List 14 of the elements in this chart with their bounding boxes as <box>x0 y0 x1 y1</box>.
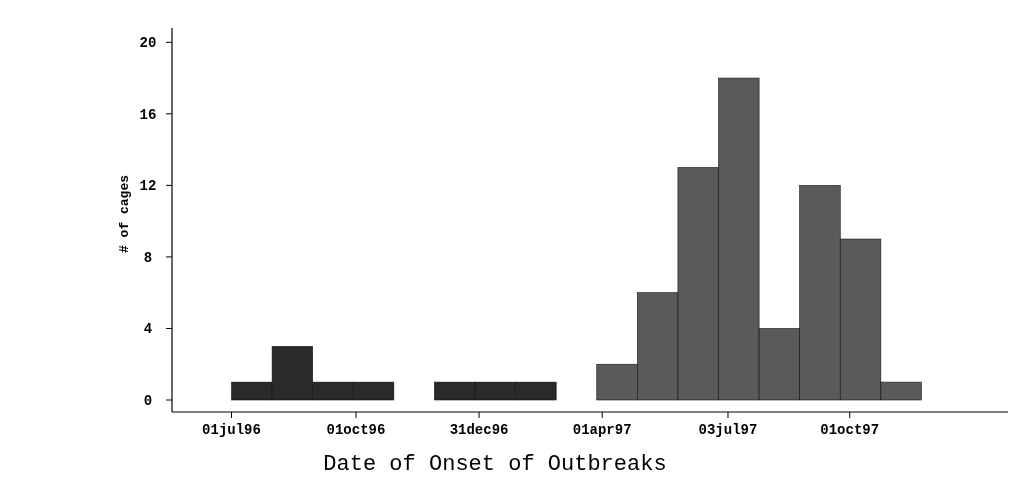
x-tick-label: 31dec96 <box>449 422 509 438</box>
x-tick-label: 01oct96 <box>326 422 386 438</box>
y-axis-title: # of cages <box>117 174 132 254</box>
x-axis-title: Date of Onset of Outbreaks <box>323 452 667 477</box>
y-tick-label: 4 <box>143 321 153 338</box>
x-tick-label: 01jul96 <box>202 422 261 438</box>
y-tick-label: 0 <box>143 392 153 409</box>
y-tick-label: 16 <box>139 106 157 123</box>
x-tick-label: 01apr97 <box>572 422 632 438</box>
x-tick-label: 03jul97 <box>698 422 758 438</box>
y-tick-label: 12 <box>139 178 157 195</box>
y-tick-label: 8 <box>143 249 153 266</box>
x-tick-label: 01oct97 <box>820 422 880 438</box>
y-tick-label: 20 <box>139 35 157 52</box>
